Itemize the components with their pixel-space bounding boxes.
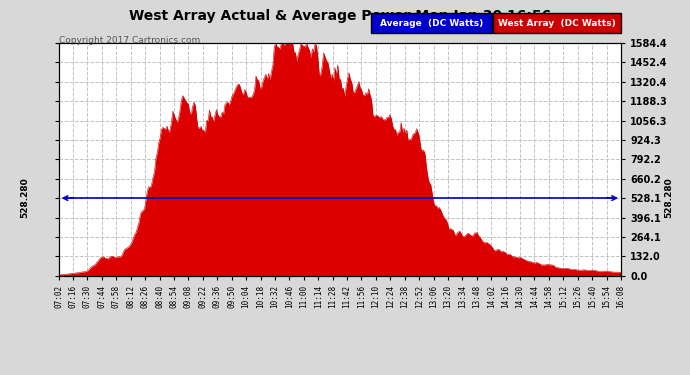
Text: Copyright 2017 Cartronics.com: Copyright 2017 Cartronics.com [59,36,200,45]
Text: 528.280: 528.280 [21,178,30,219]
Text: West Array Actual & Average Power Mon Jan 30 16:56: West Array Actual & Average Power Mon Ja… [129,9,551,23]
Text: West Array  (DC Watts): West Array (DC Watts) [498,19,616,28]
Text: Average  (DC Watts): Average (DC Watts) [380,19,483,28]
Text: 528.280: 528.280 [664,178,673,219]
